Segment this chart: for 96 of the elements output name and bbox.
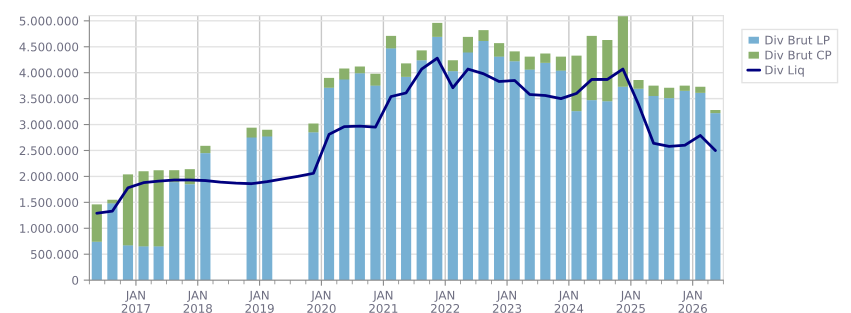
- x-tick-label: JAN 2022: [431, 290, 460, 313]
- bar: [122, 245, 134, 280]
- bar: [524, 70, 535, 280]
- y-tick-label: 500.000: [31, 250, 78, 259]
- bar: [92, 204, 102, 242]
- bar: [602, 101, 612, 280]
- x-tick-label: JAN 2025: [616, 290, 645, 313]
- bar: [540, 54, 550, 63]
- y-tick-label: 1.500.000: [20, 198, 78, 207]
- bar: [246, 138, 257, 280]
- bar: [586, 36, 597, 100]
- legend-label: Div Brut LP: [766, 35, 830, 45]
- bar: [571, 56, 582, 112]
- bar: [386, 48, 396, 280]
- y-tick-label: 3.500.000: [20, 94, 78, 104]
- legend-label: Div Liq: [766, 65, 804, 77]
- legend-label: Div Brut CP: [766, 50, 832, 60]
- x-tick-label: JAN 2023: [492, 290, 522, 313]
- bar: [633, 80, 644, 89]
- bar: [510, 51, 520, 62]
- bar: [416, 60, 427, 280]
- y-tick-label: 5.000.000: [20, 16, 78, 26]
- x-tick-label: JAN 2018: [184, 290, 212, 313]
- bar: [401, 63, 412, 77]
- bar: [680, 90, 690, 280]
- bar: [710, 113, 720, 280]
- bar: [478, 41, 489, 280]
- bar: [695, 86, 706, 93]
- bar: [664, 98, 674, 280]
- y-tick-label: 3.000.000: [20, 120, 78, 130]
- bar: [122, 174, 134, 246]
- bar: [138, 246, 149, 280]
- bar: [494, 56, 504, 280]
- bar: [618, 16, 628, 87]
- bar: [633, 88, 644, 280]
- y-tick-label: 0: [72, 276, 78, 285]
- y-tick-label: 2.500.000: [20, 146, 78, 156]
- x-tick-label: JAN 2019: [245, 290, 274, 313]
- bar: [432, 22, 442, 37]
- bar: [169, 182, 180, 280]
- bar: [648, 86, 659, 96]
- bar: [462, 52, 474, 280]
- bar: [680, 86, 690, 91]
- y-tick-label: 4.500.000: [19, 42, 78, 52]
- x-tick-label: JAN 2026: [678, 290, 707, 313]
- bar: [339, 68, 350, 80]
- bar: [710, 110, 720, 114]
- bar: [324, 78, 334, 88]
- bar: [354, 73, 365, 280]
- bar: [154, 170, 164, 246]
- bar: [648, 96, 659, 280]
- bar: [448, 71, 458, 280]
- bar: [556, 70, 566, 280]
- bar: [510, 61, 520, 280]
- bar: [664, 88, 674, 98]
- bar: [695, 92, 706, 280]
- x-tick-label: JAN 2024: [554, 290, 584, 313]
- bar: [200, 153, 210, 280]
- x-tick-label: JAN 2020: [307, 290, 336, 313]
- bar: [92, 242, 102, 280]
- bar: [107, 203, 118, 280]
- bar: [416, 50, 427, 60]
- y-tick-label: 1.000.000: [20, 224, 78, 233]
- bar: [262, 136, 272, 280]
- bar: [401, 76, 412, 280]
- bar: [370, 86, 381, 280]
- bar: [184, 184, 195, 280]
- x-tick-label: JAN 2017: [122, 290, 150, 313]
- bar: [308, 132, 319, 280]
- bar: [432, 36, 442, 280]
- bar: [370, 74, 381, 86]
- bar: [586, 100, 597, 280]
- bar: [154, 246, 164, 280]
- bar: [556, 56, 566, 71]
- bar: [524, 56, 535, 70]
- x-tick-label: JAN 2021: [369, 290, 398, 313]
- bar: [618, 86, 628, 280]
- bar: [339, 79, 350, 280]
- bar: [354, 66, 365, 74]
- bar: [308, 124, 319, 132]
- bar: [246, 128, 257, 138]
- bar: [262, 130, 272, 136]
- bar: [138, 171, 149, 246]
- bar: [571, 111, 582, 280]
- bar: [324, 88, 334, 280]
- bar: [462, 36, 474, 52]
- line-series: [95, 56, 717, 215]
- y-tick-label: 4.000.000: [19, 68, 78, 78]
- bar: [386, 36, 396, 48]
- bar: [494, 43, 504, 57]
- y-tick-label: 2.000.000: [20, 172, 78, 182]
- bar: [448, 60, 458, 72]
- bar: [478, 30, 489, 42]
- bar: [540, 62, 550, 280]
- bar: [200, 146, 210, 154]
- bar: [602, 40, 612, 102]
